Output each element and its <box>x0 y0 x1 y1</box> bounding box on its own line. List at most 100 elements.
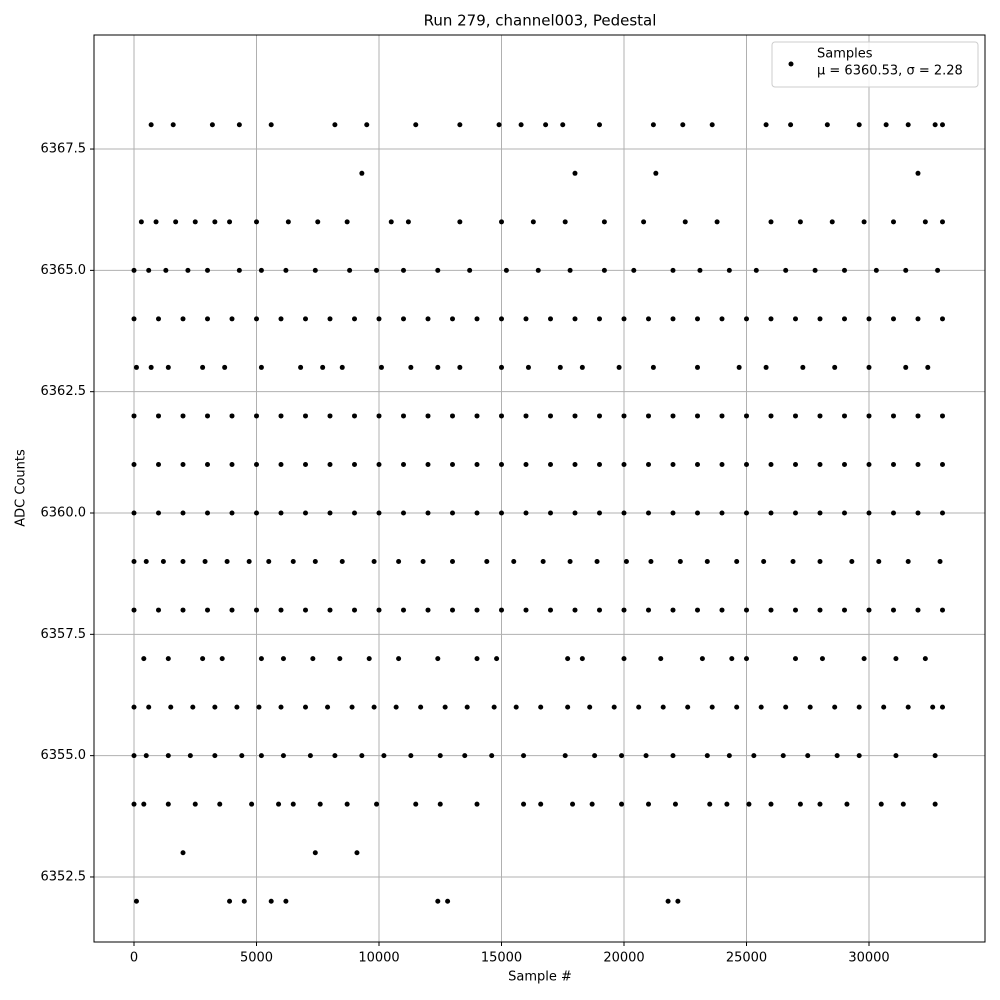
point <box>457 122 463 128</box>
point <box>753 267 759 273</box>
point <box>227 219 233 225</box>
point <box>352 607 358 613</box>
point <box>939 316 945 322</box>
point <box>337 656 343 662</box>
point <box>276 801 282 807</box>
point <box>743 607 749 613</box>
point <box>925 364 931 370</box>
point <box>499 510 505 516</box>
point <box>611 704 617 710</box>
point <box>523 316 529 322</box>
x-tick-label: 15000 <box>481 951 522 966</box>
point <box>303 607 309 613</box>
point <box>435 364 441 370</box>
point <box>437 753 443 759</box>
point <box>557 364 563 370</box>
point <box>540 559 546 565</box>
point <box>579 656 585 662</box>
point <box>641 219 647 225</box>
point <box>915 461 921 467</box>
point <box>523 461 529 467</box>
point <box>521 753 527 759</box>
point <box>450 316 456 322</box>
point <box>320 364 326 370</box>
point <box>792 461 798 467</box>
point <box>258 656 264 662</box>
point <box>631 267 637 273</box>
point <box>425 461 431 467</box>
point <box>890 413 896 419</box>
point <box>254 461 260 467</box>
point <box>141 801 147 807</box>
point <box>268 122 274 128</box>
point <box>861 219 867 225</box>
point <box>743 656 749 662</box>
point <box>743 510 749 516</box>
point <box>352 510 358 516</box>
point <box>173 219 179 225</box>
point <box>570 801 576 807</box>
point <box>645 510 651 516</box>
point <box>227 898 233 904</box>
point <box>266 559 272 565</box>
point <box>792 656 798 662</box>
point <box>437 801 443 807</box>
point <box>131 413 137 419</box>
point <box>648 559 654 565</box>
point <box>903 364 909 370</box>
point <box>817 413 823 419</box>
point <box>849 559 855 565</box>
point <box>219 656 225 662</box>
point <box>893 656 899 662</box>
point <box>131 461 137 467</box>
point <box>254 607 260 613</box>
point <box>572 413 578 419</box>
point <box>939 704 945 710</box>
point <box>548 413 554 419</box>
point <box>425 316 431 322</box>
point <box>212 704 218 710</box>
point <box>704 559 710 565</box>
point <box>229 316 235 322</box>
point <box>856 753 862 759</box>
point <box>278 704 284 710</box>
point <box>812 267 818 273</box>
point <box>670 461 676 467</box>
point <box>621 413 627 419</box>
point <box>670 510 676 516</box>
point <box>192 801 198 807</box>
point <box>200 656 206 662</box>
point <box>229 510 235 516</box>
plot-frame <box>93 34 986 943</box>
point <box>935 267 941 273</box>
point <box>180 413 186 419</box>
point <box>616 364 622 370</box>
y-tick-label: 6367.5 <box>41 142 87 157</box>
point <box>932 122 938 128</box>
point <box>156 461 162 467</box>
point <box>729 656 735 662</box>
point <box>381 753 387 759</box>
x-tick-label: 0 <box>130 951 138 966</box>
point <box>222 364 228 370</box>
point <box>807 704 813 710</box>
point <box>156 607 162 613</box>
point <box>572 461 578 467</box>
point <box>893 753 899 759</box>
point <box>890 316 896 322</box>
point <box>567 559 573 565</box>
point <box>327 510 333 516</box>
point <box>562 219 568 225</box>
point <box>694 364 700 370</box>
point <box>518 122 524 128</box>
point <box>694 413 700 419</box>
chart-title: Run 279, channel003, Pedestal <box>424 12 657 30</box>
point <box>209 122 215 128</box>
point <box>303 510 309 516</box>
point <box>499 219 505 225</box>
point <box>670 316 676 322</box>
point <box>560 122 566 128</box>
point <box>670 753 676 759</box>
point <box>548 607 554 613</box>
y-tick-label: 6352.5 <box>41 869 87 884</box>
